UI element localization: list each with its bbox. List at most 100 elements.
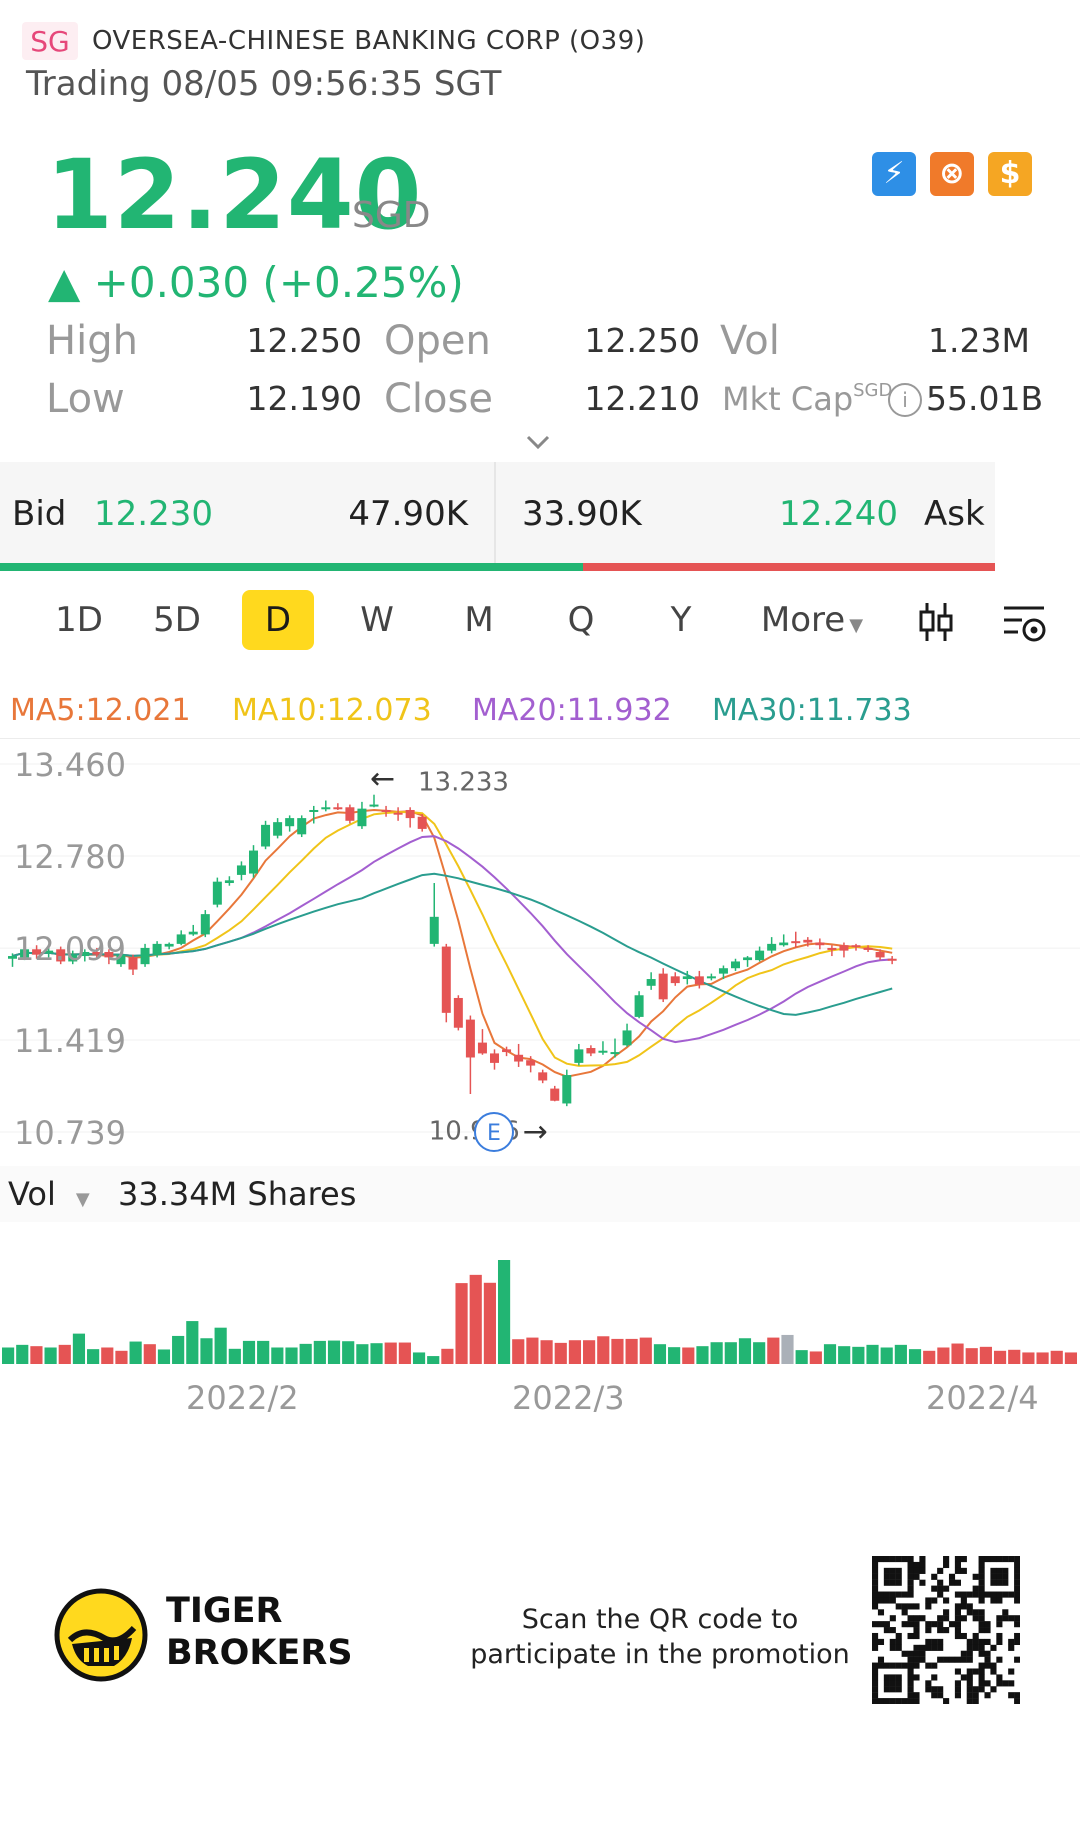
market-badge: SG: [22, 22, 78, 60]
qr-module: [972, 1638, 979, 1645]
qr-module: [931, 1621, 938, 1628]
chevron-down-icon[interactable]: [524, 428, 552, 456]
qr-module: [919, 1556, 926, 1563]
tab-year[interactable]: Y: [670, 600, 692, 640]
qr-module: [925, 1680, 932, 1687]
candle-body: [718, 968, 728, 974]
volume-bar: [313, 1340, 326, 1364]
qr-module: [954, 1556, 961, 1563]
trading-status: Trading 08/05 09:56:35 SGT: [26, 64, 502, 104]
qr-module: [960, 1556, 967, 1563]
qr-module: [937, 1579, 944, 1586]
qr-module: [966, 1698, 973, 1704]
volume-chart[interactable]: [0, 1230, 1080, 1370]
candle-body: [815, 942, 825, 946]
qr-module: [925, 1621, 932, 1628]
y-axis-label: 10.739: [14, 1114, 126, 1152]
qr-module: [872, 1680, 879, 1687]
volume-bar: [880, 1347, 893, 1364]
qr-module: [925, 1603, 932, 1610]
qr-module: [919, 1561, 926, 1569]
tab-month[interactable]: M: [464, 600, 494, 640]
qr-module: [978, 1621, 985, 1628]
candle-body: [297, 818, 307, 835]
candle-body: [839, 945, 849, 951]
tab-quarter[interactable]: Q: [567, 600, 595, 640]
qr-module: [978, 1556, 985, 1563]
qr-module: [931, 1674, 938, 1681]
qr-module: [966, 1609, 973, 1616]
close-value: 12.210: [584, 379, 700, 418]
qr-module: [872, 1632, 879, 1640]
dollar-icon[interactable]: $: [988, 152, 1032, 196]
qr-module: [919, 1650, 926, 1657]
bid-ratio-bar: [0, 563, 583, 571]
volume-value: 33.34M Shares: [118, 1175, 357, 1213]
candle-body: [538, 1072, 548, 1081]
qr-module: [978, 1561, 985, 1569]
candle-body: [80, 951, 90, 957]
qr-module: [877, 1662, 885, 1669]
qr-module: [877, 1656, 885, 1663]
volume-bar: [951, 1343, 964, 1364]
candlestick-style-icon[interactable]: [916, 600, 956, 644]
tab-5d[interactable]: 5D: [153, 600, 201, 640]
qr-module: [937, 1692, 944, 1699]
qr-module: [925, 1662, 932, 1669]
flash-icon[interactable]: ⚡: [872, 152, 916, 196]
qr-module: [937, 1615, 944, 1622]
tab-day[interactable]: D: [242, 590, 314, 650]
qr-module: [1008, 1591, 1015, 1598]
candle-body: [634, 995, 644, 1017]
candle-body: [381, 809, 391, 812]
qr-module: [990, 1567, 997, 1574]
candle-body: [490, 1053, 499, 1063]
candle-body: [550, 1088, 560, 1101]
qr-module: [889, 1638, 896, 1645]
volume-bar: [228, 1348, 241, 1364]
qr-module: [996, 1680, 1003, 1687]
volume-selector[interactable]: Vol ▼: [8, 1166, 90, 1228]
volume-bar: [172, 1335, 185, 1364]
qr-module: [895, 1556, 902, 1563]
qr-module: [883, 1674, 890, 1681]
qr-module: [872, 1579, 879, 1586]
qr-module: [937, 1644, 944, 1651]
qr-module: [907, 1668, 914, 1675]
options-icon[interactable]: ⊗: [930, 152, 974, 196]
info-icon[interactable]: i: [880, 374, 922, 424]
qr-module: [913, 1698, 920, 1704]
qr-module: [901, 1650, 908, 1657]
qr-module: [1008, 1556, 1015, 1563]
qr-module: [907, 1585, 914, 1592]
qr-module: [1008, 1668, 1015, 1675]
qr-module: [877, 1609, 885, 1616]
volume-bar: [653, 1344, 667, 1364]
qr-module: [1014, 1698, 1020, 1704]
mktcap-value: 55.01B: [926, 379, 1044, 418]
qr-module: [913, 1656, 920, 1663]
currency-label: SGD: [352, 195, 431, 236]
qr-module: [966, 1591, 973, 1598]
qr-module: [925, 1627, 932, 1634]
qr-module: [883, 1591, 890, 1598]
tab-week[interactable]: W: [360, 600, 394, 640]
tab-1d[interactable]: 1D: [55, 600, 103, 640]
candle-body: [743, 957, 753, 961]
price-chart[interactable]: 13.46012.78012.09911.41910.739←13.23310.…: [0, 740, 1080, 1166]
indicator-settings-icon[interactable]: [1000, 602, 1048, 646]
qr-module: [889, 1579, 896, 1586]
candle-body: [104, 951, 114, 958]
volume-bar: [327, 1340, 341, 1364]
qr-module: [966, 1686, 973, 1693]
date-label: 2022/4: [926, 1379, 1039, 1417]
qr-module: [954, 1627, 961, 1634]
qr-module: [877, 1638, 885, 1645]
candle-body: [514, 1054, 524, 1062]
event-marker-icon: [474, 1112, 514, 1152]
more-dropdown[interactable]: More ▼: [756, 590, 868, 656]
qr-module: [948, 1573, 956, 1580]
candle-body: [791, 941, 801, 944]
qr-module: [954, 1609, 961, 1616]
qr-module: [943, 1698, 950, 1704]
